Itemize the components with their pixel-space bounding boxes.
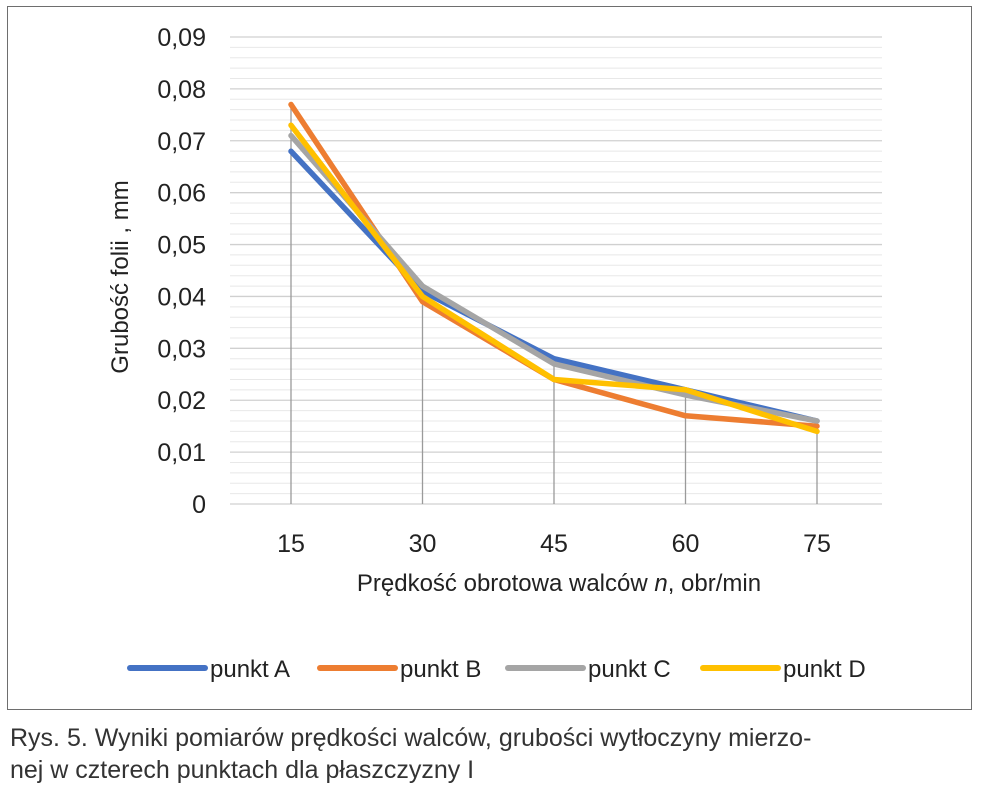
drop-lines bbox=[290, 104, 818, 504]
x-tick-label: 30 bbox=[409, 530, 437, 558]
y-axis-label: Grubość folii , mm bbox=[107, 180, 134, 373]
y-tick-label: 0,07 bbox=[157, 128, 206, 156]
x-axis-label-variable: n bbox=[654, 570, 667, 597]
legend: punkt A punkt B punkt C punkt D bbox=[127, 656, 866, 683]
y-tick-label: 0,09 bbox=[157, 24, 206, 52]
series-line-punkt-a bbox=[288, 148, 820, 424]
y-tick-label: 0,08 bbox=[157, 76, 206, 104]
figure-caption: Rys. 5. Wyniki pomiarów prędkości walców… bbox=[10, 722, 970, 786]
y-tick-label: 0 bbox=[192, 491, 206, 519]
x-axis-label-suffix: , obr/min bbox=[668, 570, 761, 597]
caption-line-2: nej w czterech punktach dla płaszczyzny … bbox=[10, 756, 475, 784]
line-chart: 0 0,01 0,02 0,03 0,04 0,05 0,06 0,07 0,08 0,09 15… bbox=[107, 24, 882, 683]
y-tick-label: 0,05 bbox=[157, 232, 206, 260]
x-axis-label: Prędkość obrotowa walców n, obr/min bbox=[357, 570, 761, 597]
series-line-punkt-d bbox=[288, 122, 820, 435]
caption-line-1: Rys. 5. Wyniki pomiarów prędkości walców… bbox=[10, 724, 812, 752]
legend-label-punkt-d: punkt D bbox=[783, 656, 866, 683]
gridlines bbox=[230, 36, 882, 505]
legend-label-punkt-a: punkt A bbox=[210, 656, 290, 683]
x-tick-label: 15 bbox=[277, 530, 305, 558]
x-axis-label-prefix: Prędkość obrotowa walców bbox=[357, 570, 654, 597]
legend-label-punkt-c: punkt C bbox=[588, 656, 671, 683]
y-tick-labels: 0 0,01 0,02 0,03 0,04 0,05 0,06 0,07 0,08 0,09 bbox=[157, 24, 206, 519]
legend-label-punkt-b: punkt B bbox=[400, 656, 481, 683]
y-tick-label: 0,06 bbox=[157, 180, 206, 208]
x-tick-label: 75 bbox=[803, 530, 831, 558]
y-tick-label: 0,01 bbox=[157, 439, 206, 467]
y-tick-label: 0,02 bbox=[157, 387, 206, 415]
x-tick-label: 45 bbox=[540, 530, 568, 558]
chart-frame: 0 0,01 0,02 0,03 0,04 0,05 0,06 0,07 0,08 0,09 15… bbox=[7, 6, 972, 710]
x-tick-labels: 15 30 45 60 75 bbox=[277, 530, 831, 558]
y-tick-label: 0,04 bbox=[157, 283, 206, 311]
x-tick-label: 60 bbox=[672, 530, 700, 558]
y-tick-label: 0,03 bbox=[157, 335, 206, 363]
series-lines bbox=[288, 101, 820, 435]
